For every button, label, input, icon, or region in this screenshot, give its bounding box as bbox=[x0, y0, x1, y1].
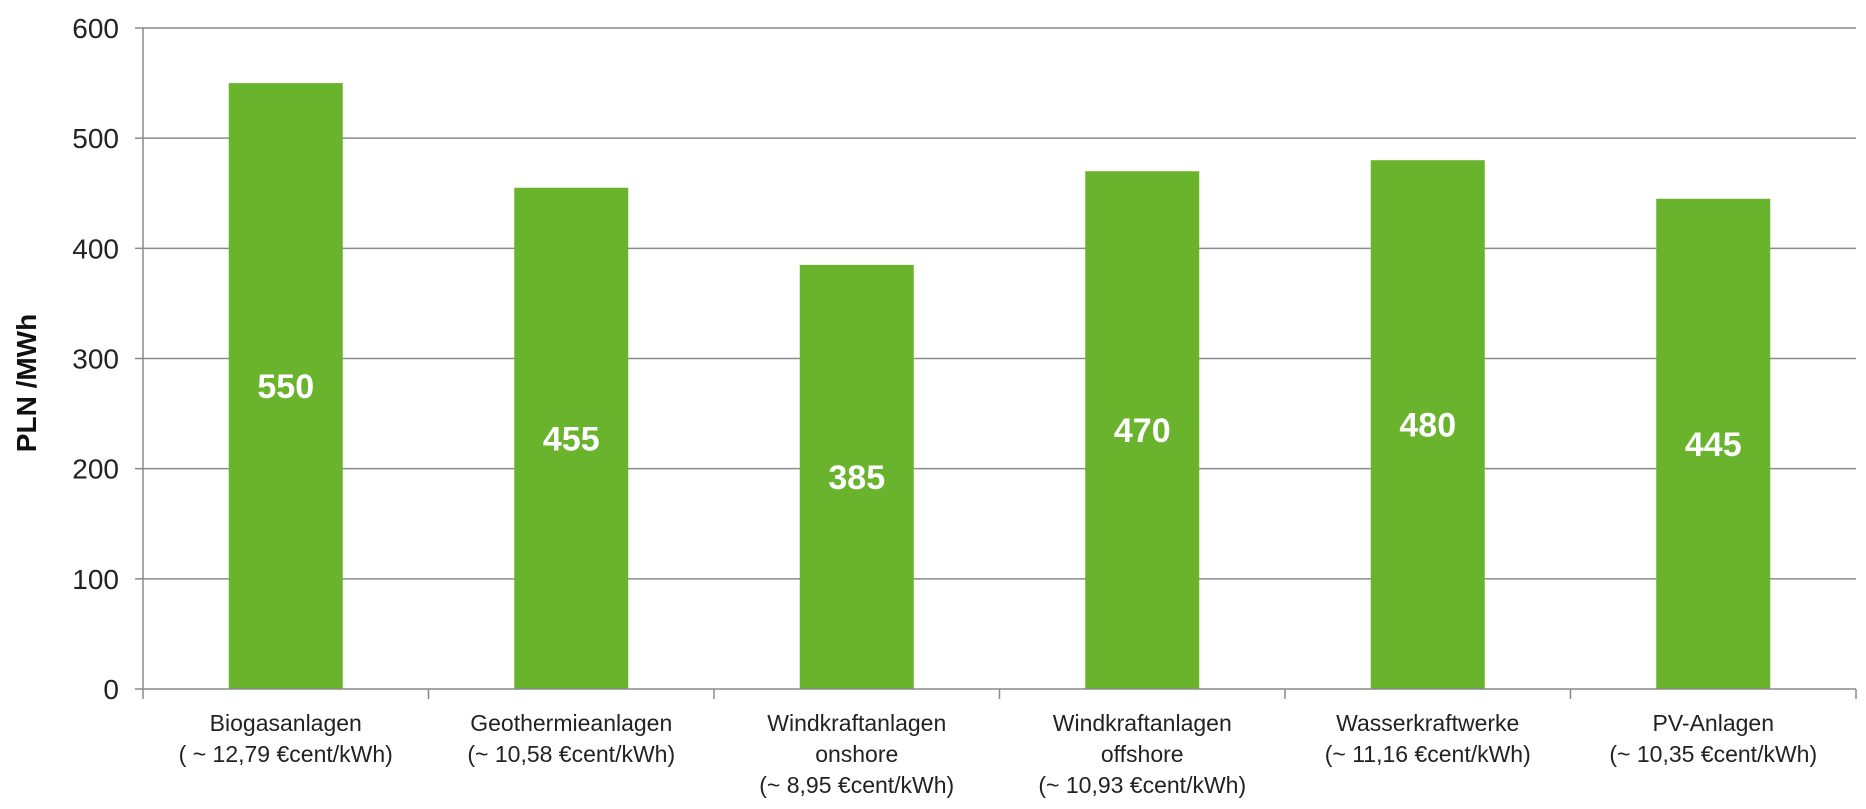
y-axis-title: PLN /MWh bbox=[11, 314, 42, 452]
bar bbox=[1656, 198, 1771, 689]
x-category-label: (~ 10,93 €cent/kWh) bbox=[1038, 772, 1246, 798]
bars bbox=[228, 83, 1771, 690]
bar-value-label: 480 bbox=[1399, 407, 1456, 445]
bar bbox=[799, 264, 914, 689]
x-category-label: Geothermieanlagen bbox=[470, 710, 672, 736]
x-category-label: (~ 11,16 €cent/kWh) bbox=[1325, 741, 1531, 767]
x-category-label: (~ 8,95 €cent/kWh) bbox=[759, 772, 954, 798]
bar-value-label: 550 bbox=[257, 368, 314, 406]
y-axis-ticks: 0 100 200 300 400 500 600 bbox=[72, 13, 143, 705]
x-category-label: offshore bbox=[1101, 741, 1184, 767]
bar-value-label: 385 bbox=[828, 459, 885, 497]
x-category-label: ( ~ 12,79 €cent/kWh) bbox=[179, 741, 393, 767]
x-category-label: (~ 10,35 €cent/kWh) bbox=[1609, 741, 1817, 767]
x-category-label: Biogasanlagen bbox=[210, 710, 362, 736]
x-category-label: Windkraftanlagen bbox=[1053, 710, 1232, 736]
category-labels: Biogasanlagen ( ~ 12,79 €cent/kWh) Geother… bbox=[179, 710, 1817, 798]
y-tick-label: 0 bbox=[103, 674, 119, 705]
y-tick-label: 300 bbox=[72, 344, 119, 375]
y-tick-label: 600 bbox=[72, 13, 119, 44]
bar bbox=[228, 83, 343, 690]
x-axis bbox=[142, 28, 1857, 699]
x-category-label: Windkraftanlagen bbox=[767, 710, 946, 736]
bar-value-label: 470 bbox=[1114, 412, 1171, 450]
y-tick-label: 500 bbox=[72, 123, 119, 154]
bar-value-label: 445 bbox=[1685, 426, 1742, 464]
y-tick-label: 100 bbox=[72, 564, 119, 595]
x-category-label: (~ 10,58 €cent/kWh) bbox=[467, 741, 675, 767]
y-tick-label: 400 bbox=[72, 233, 119, 264]
y-tick-label: 200 bbox=[72, 454, 119, 485]
bar-value-label: 455 bbox=[543, 420, 600, 458]
x-category-label: PV-Anlagen bbox=[1653, 710, 1774, 736]
bar bbox=[514, 187, 629, 689]
bar-value-labels: 550 455 385 470 480 445 bbox=[257, 368, 1741, 497]
bar bbox=[1085, 171, 1200, 689]
x-category-label: Wasserkraftwerke bbox=[1336, 710, 1519, 736]
x-category-label: onshore bbox=[815, 741, 898, 767]
bar bbox=[1370, 160, 1485, 689]
gridlines bbox=[143, 27, 1856, 580]
